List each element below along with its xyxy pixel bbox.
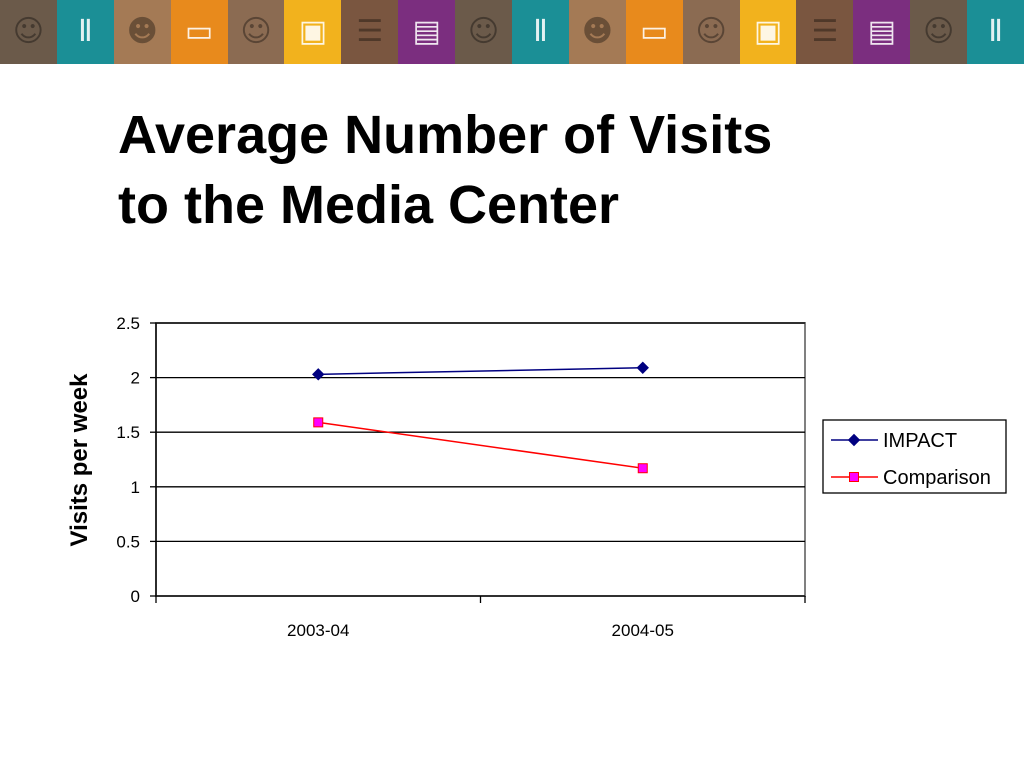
x-tick-label: 2004-05 [612,621,674,640]
data-point-comparison [637,463,648,474]
series-line-comparison [318,421,643,469]
slide-title: Average Number of Visits to the Media Ce… [118,100,978,240]
book-pages-icon: ▤ [412,14,441,49]
book-pages-icon: ▤ [867,14,896,49]
laptop-icon: ▭ [184,14,214,49]
student-photo-icon: ☺ [923,14,955,49]
banner-tile: Ⅱ [967,0,1024,64]
y-tick-label: 0 [131,587,140,606]
header-banner: ☺ Ⅱ ☻ ▭ ☺ ▣ ☰ ▤ ☺ Ⅱ ☻ ▭ ☺ ▣ ☰ ▤ ☺ Ⅱ [0,0,1024,64]
banner-tile: Ⅱ [56,0,114,64]
library-shelves-icon: ☰ [811,14,839,49]
slide-title-line-2: to the Media Center [118,175,620,235]
laptop-icon: ▭ [640,14,669,49]
y-tick-label: 1.5 [116,423,140,442]
banner-tile: ☺ [0,0,57,64]
student-computer-icon: ☺ [240,14,272,49]
plot-area [155,322,806,597]
y-axis-title: Visits per week [66,373,93,547]
student-photo-icon: ☺ [467,14,500,49]
student-reading-icon: ☻ [581,14,613,49]
y-tick-label: 2 [131,369,140,388]
y-tick-label: 1 [131,478,140,497]
legend-marker-impact [847,433,861,447]
data-point-impact [312,368,325,381]
banner-tile: ▭ [625,0,683,64]
books-icon: Ⅱ [988,14,1003,49]
banner-tile: ☰ [341,0,399,64]
books-icon: Ⅱ [533,14,548,49]
banner-tile: ☻ [113,0,171,64]
banner-tile: ▭ [170,0,228,64]
banner-tile: ▤ [398,0,456,64]
banner-tile: ▣ [739,0,797,64]
banner-tile: ☻ [568,0,626,64]
series-line-impact [318,367,643,376]
banner-tile: ▣ [284,0,342,64]
student-computer-icon: ☺ [695,14,727,49]
library-shelves-icon: ☰ [356,14,384,49]
legend-marker-comparison [849,472,859,482]
legend-label-impact: IMPACT [883,430,957,452]
banner-tile: ☺ [910,0,968,64]
computer-lab-icon: ▣ [753,14,783,49]
x-tick-label: 2003-04 [287,621,349,640]
student-reading-icon: ☻ [126,14,158,49]
banner-tile: ☰ [796,0,854,64]
banner-tile: ☺ [227,0,285,64]
y-tick-label: 0.5 [116,532,140,551]
data-point-impact [636,361,649,374]
banner-tile: Ⅱ [512,0,569,64]
y-tick-label: 2.5 [116,314,140,333]
banner-tile: ☺ [455,0,513,64]
books-icon: Ⅱ [77,14,93,49]
slide-title-line-1: Average Number of Visits [118,105,773,165]
data-point-comparison [313,417,324,428]
legend-label-comparison: Comparison [883,467,991,489]
student-photo-icon: ☺ [12,14,45,49]
banner-tile: ☺ [682,0,740,64]
computer-lab-icon: ▣ [298,14,328,49]
banner-tile: ▤ [853,0,911,64]
